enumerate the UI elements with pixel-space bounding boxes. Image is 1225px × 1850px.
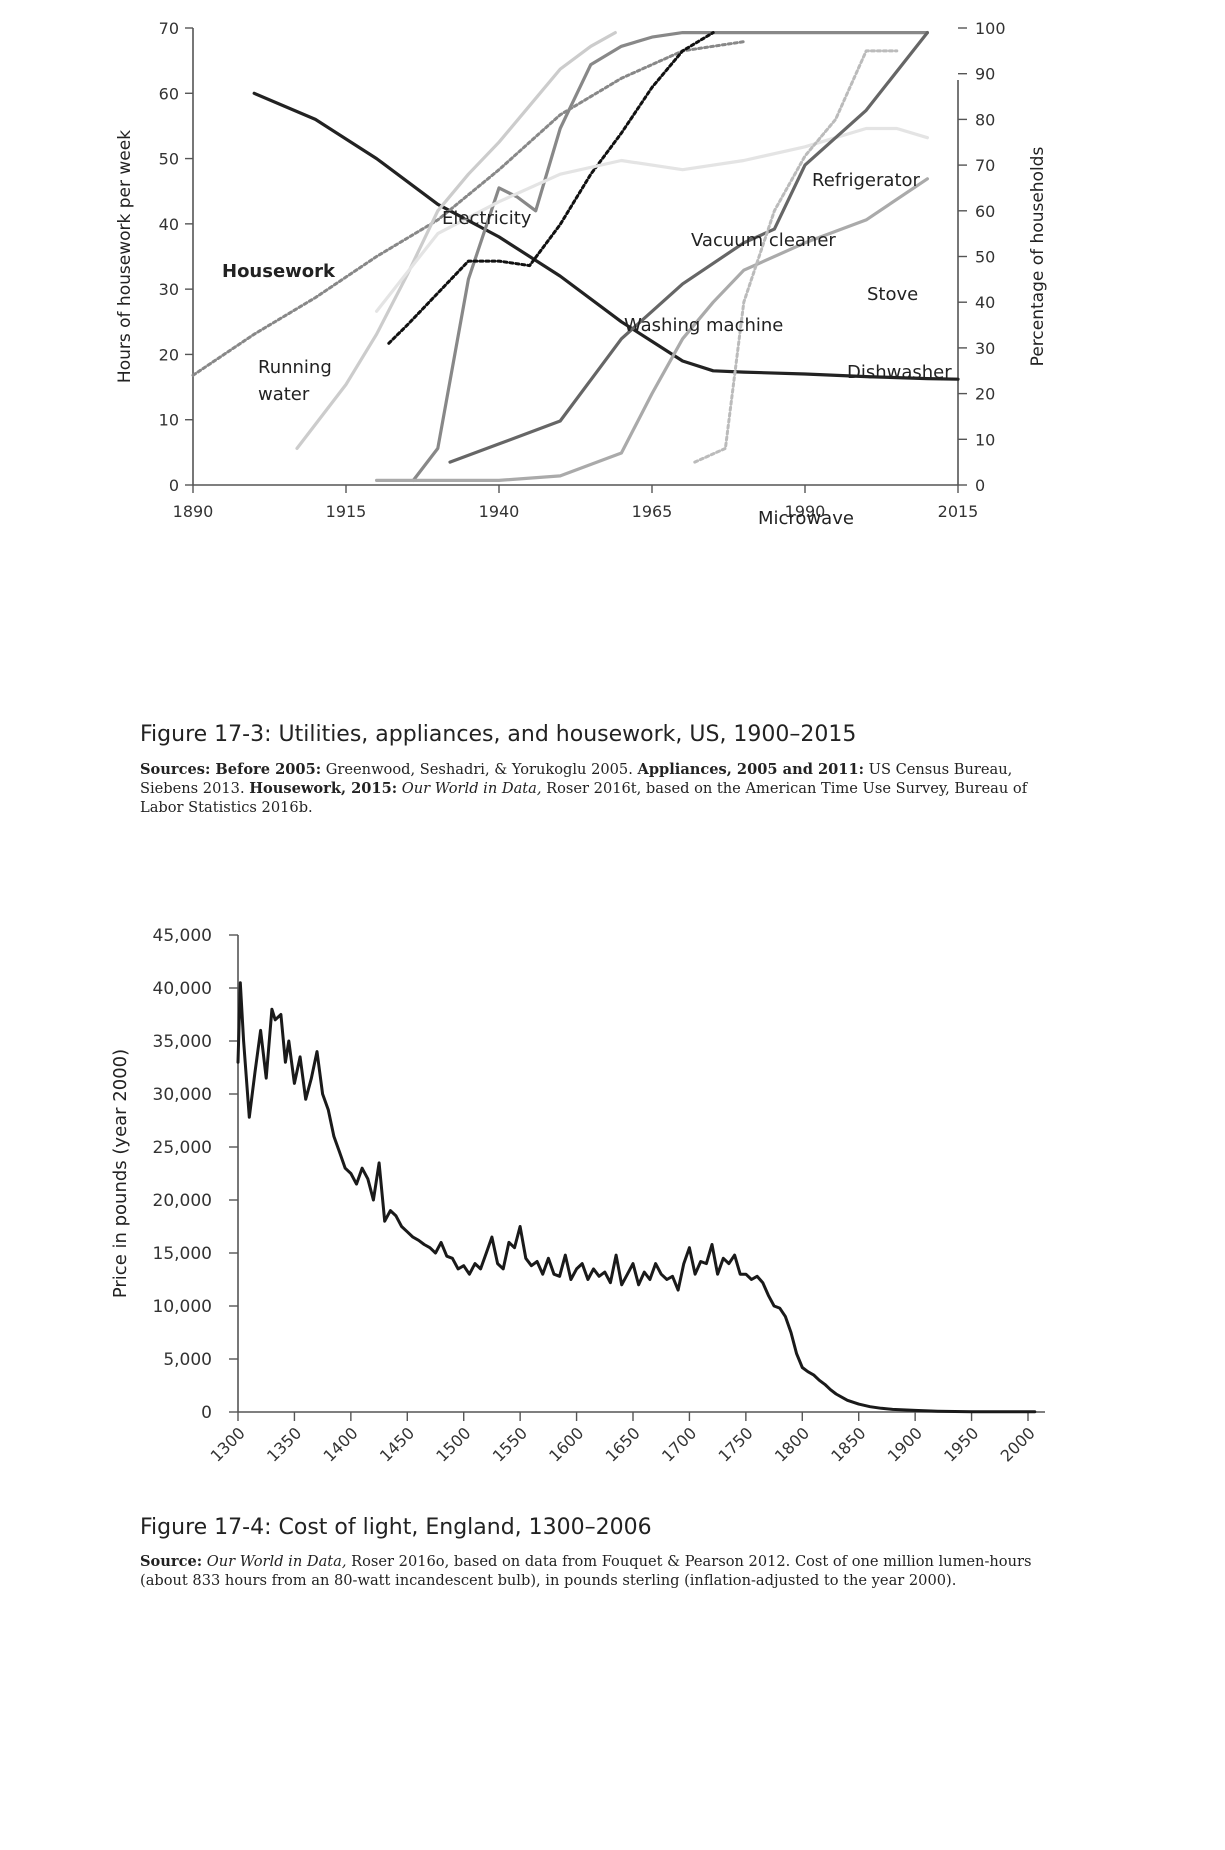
y2-tick-label: 90 (975, 65, 995, 84)
source-text: US Census Bureau, Siebens 2013. (140, 761, 1013, 797)
x-tick-label: 1965 (632, 502, 673, 521)
source-italic: Our World in Data, (397, 780, 542, 797)
x-tick-label: 1800 (771, 1423, 813, 1465)
source-label: Source: (140, 1553, 203, 1570)
x-tick-label: 1900 (884, 1423, 926, 1465)
y2-tick-label: 80 (975, 110, 995, 129)
series-line-cost-of-light (236, 981, 1037, 1414)
x-tick-label: 1550 (489, 1423, 531, 1465)
source-text: Roser 2016o, based on data from Fouquet … (140, 1553, 1032, 1589)
series-line-refrigerator (411, 30, 929, 482)
x-tick-label: 1400 (319, 1423, 361, 1465)
cost-of-light-chart: 0 5,000 10,000 15,000 20,000 25,000 30,000 35,0… (110, 926, 1045, 1466)
y-tick-label: 15,000 (153, 1244, 212, 1264)
series-label-electricity: Electricity (442, 208, 532, 229)
series-label-running-water: Running water (258, 357, 332, 405)
y-tick-label: 0 (201, 1403, 212, 1423)
y-tick-label: 30,000 (153, 1085, 212, 1105)
y-tick-label: 25,000 (153, 1138, 212, 1158)
series-label-stove: Stove (867, 284, 918, 305)
y-tick-label: 30 (159, 280, 179, 299)
x-tick-label: 1950 (940, 1423, 982, 1465)
y-tick-label: 35,000 (153, 1032, 212, 1052)
series-line-stove (448, 30, 929, 464)
axes: 0 5,000 10,000 15,000 20,000 25,000 30,000 35,0… (110, 926, 1045, 1466)
series-labels: Housework Running water Electricity Refriger… (222, 170, 952, 529)
figure-17-4-caption: Figure 17-4: Cost of light, England, 130… (140, 1515, 652, 1540)
y-tick-label: 70 (159, 19, 179, 38)
x-tick-label: 1915 (326, 502, 367, 521)
x-tick-label: 1300 (207, 1423, 249, 1465)
series-line-housework (252, 91, 960, 381)
figure-17-4-source: Source: Our World in Data, Roser 2016o, … (140, 1552, 1040, 1590)
y-tick-label: 10,000 (153, 1297, 212, 1317)
series-line-running-water (191, 40, 746, 377)
y2-tick-label: 30 (975, 339, 995, 358)
x-tick-label: 1500 (432, 1423, 474, 1465)
x-tick-label: 1700 (658, 1423, 700, 1465)
source-label: Appliances, 2005 and 2011: (637, 761, 865, 778)
axes: 0 10 20 30 40 50 60 70 0 10 20 30 40 50 60 70 80 90 100 189… (115, 19, 1048, 521)
series-label-vacuum-cleaner: Vacuum cleaner (691, 230, 836, 251)
series-line-washing-machine (375, 126, 929, 313)
y-axis-title: Hours of housework per week (115, 130, 135, 383)
source-text: Greenwood, Seshadri, & Yorukoglu 2005. (321, 761, 638, 778)
y-tick-label: 10 (159, 411, 179, 430)
y2-axis-title: Percentage of households (1028, 147, 1048, 367)
series-lines (191, 30, 960, 482)
figure-17-3-caption: Figure 17-3: Utilities, appliances, and … (140, 722, 857, 747)
x-tick-label: 1750 (714, 1423, 756, 1465)
series-label-washing-machine: Washing machine (624, 315, 783, 336)
x-tick-label: 1850 (827, 1423, 869, 1465)
y-tick-label: 20 (159, 345, 179, 364)
series-line-dishwasher (375, 177, 929, 482)
x-tick-label: 1350 (263, 1423, 305, 1465)
y2-tick-label: 70 (975, 156, 995, 175)
x-tick-label: 2000 (997, 1423, 1039, 1465)
source-label: Sources: Before 2005: (140, 761, 322, 778)
source-text: Roser 2016t, based on the American Time … (140, 780, 1028, 816)
y2-tick-label: 40 (975, 293, 995, 312)
y2-tick-label: 10 (975, 430, 995, 449)
y-tick-label: 50 (159, 150, 179, 169)
y-tick-label: 5,000 (163, 1350, 212, 1370)
source-italic: Our World in Data, (202, 1553, 347, 1570)
y-tick-label: 0 (169, 476, 179, 495)
y2-tick-label: 60 (975, 202, 995, 221)
series-line-vacuum-cleaner (387, 31, 715, 345)
y2-tick-label: 50 (975, 248, 995, 267)
figure-17-3-source: Sources: Before 2005: Greenwood, Seshadr… (140, 760, 1040, 817)
source-label: Housework, 2015: (249, 780, 398, 797)
series-line-microwave (693, 49, 899, 464)
x-tick-label: 1940 (479, 502, 520, 521)
series-label-dishwasher: Dishwasher (847, 362, 952, 383)
y2-tick-label: 0 (975, 476, 985, 495)
series-lines (236, 981, 1037, 1414)
y2-tick-label: 20 (975, 385, 995, 404)
y-axis-title: Price in pounds (year 2000) (110, 1049, 131, 1298)
x-tick-label: 2015 (938, 502, 979, 521)
y-tick-label: 40 (159, 215, 179, 234)
x-tick-label: 1600 (545, 1423, 587, 1465)
x-tick-label: 1890 (173, 502, 214, 521)
y-tick-label: 60 (159, 84, 179, 103)
housework-appliances-chart: 0 10 20 30 40 50 60 70 0 10 20 30 40 50 60 70 80 90 100 189… (115, 19, 1048, 529)
x-tick-label: 1650 (602, 1423, 644, 1465)
series-label-microwave: Microwave (758, 508, 854, 529)
series-line-electricity (295, 30, 617, 450)
y2-tick-label: 100 (975, 19, 1006, 38)
x-tick-label: 1450 (376, 1423, 418, 1465)
series-label-refrigerator: Refrigerator (812, 170, 921, 191)
x-tick-label: 1990 (785, 502, 826, 521)
series-label-housework: Housework (222, 261, 336, 282)
y-tick-label: 40,000 (153, 979, 212, 999)
y-tick-label: 20,000 (153, 1191, 212, 1211)
y-tick-label: 45,000 (153, 926, 212, 946)
